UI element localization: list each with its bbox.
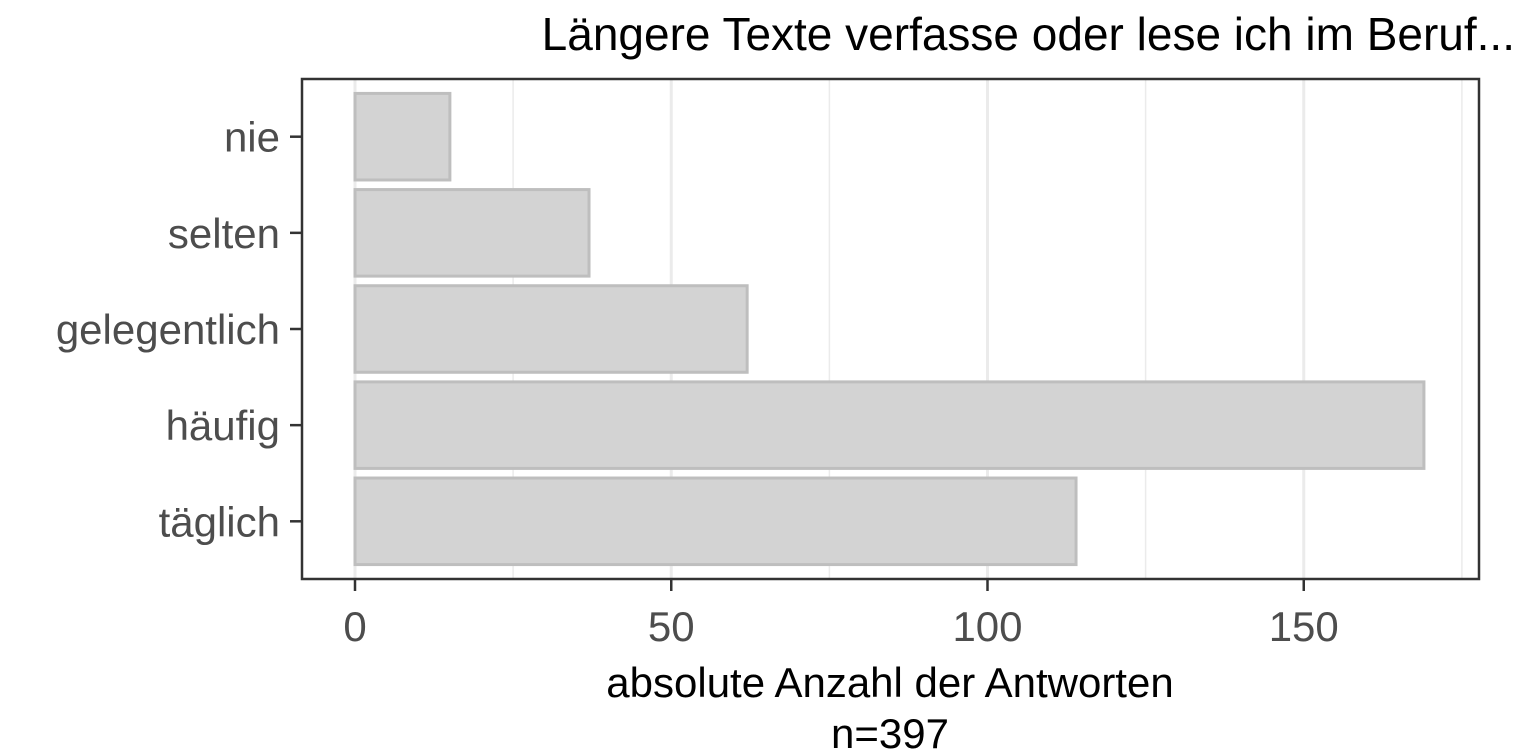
y-tick-label: häufig — [166, 402, 280, 449]
chart-title: Längere Texte verfasse oder lese ich im … — [542, 8, 1515, 60]
bar-selten — [353, 188, 591, 278]
y-tick-label: selten — [168, 210, 280, 257]
x-axis-note: n=397 — [831, 710, 949, 754]
x-axis-label: absolute Anzahl der Antworten — [606, 659, 1173, 706]
bar-häufig — [353, 380, 1426, 470]
bars — [353, 91, 1426, 567]
bar-gelegentlich — [353, 284, 749, 374]
x-tick-label: 50 — [648, 603, 695, 650]
x-tick-label: 150 — [1269, 603, 1339, 650]
x-tick-label: 0 — [343, 603, 366, 650]
bar-nie — [353, 91, 452, 182]
y-tick-label: nie — [224, 114, 280, 161]
bar-täglich — [353, 476, 1078, 567]
y-tick-label: täglich — [159, 498, 280, 545]
x-axis: 0 50 100 150 — [343, 579, 1339, 650]
y-axis: nie selten gelegentlich häufig täglich — [56, 114, 302, 545]
x-tick-label: 100 — [952, 603, 1022, 650]
y-tick-label: gelegentlich — [56, 306, 280, 353]
